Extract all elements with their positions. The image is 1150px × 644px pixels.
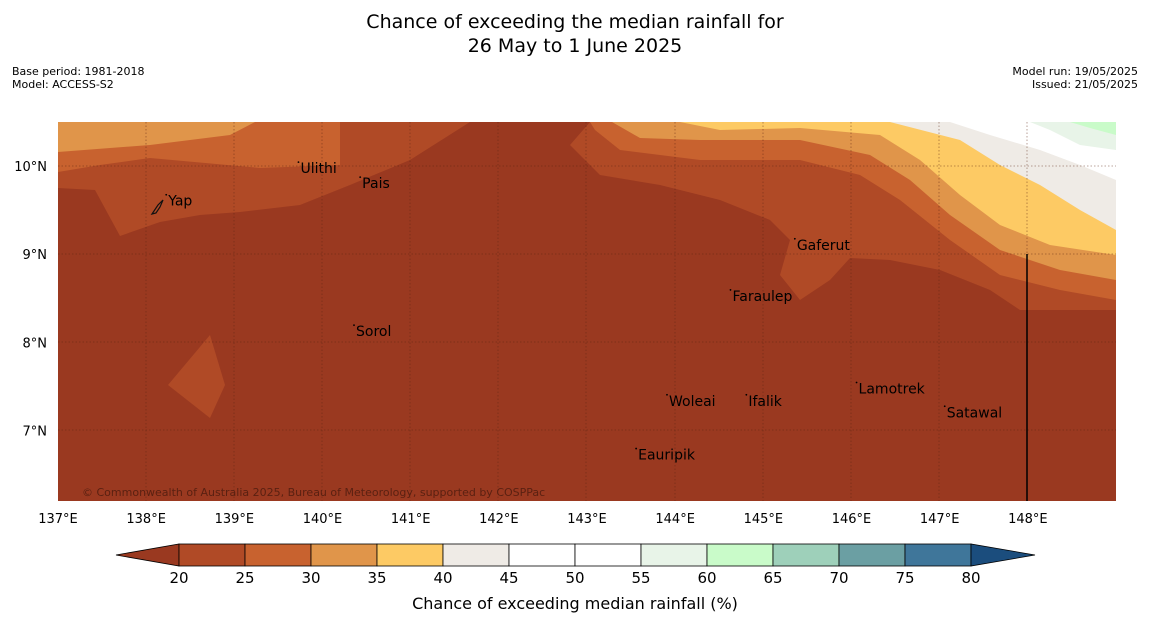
- place-marker: [855, 381, 858, 384]
- longitude-tick-label: 145°E: [744, 512, 784, 527]
- colorbar-label: Chance of exceeding median rainfall (%): [412, 594, 738, 613]
- place-marker: [729, 289, 732, 291]
- colorbar-extend-high: [970, 543, 1036, 567]
- colorbar-swatch: [706, 543, 774, 567]
- latitude-tick-label: 9°N: [23, 248, 48, 263]
- place-marker: [943, 405, 946, 408]
- longitude-tick-label: 141°E: [391, 512, 431, 527]
- place-label: Ulithi: [300, 161, 336, 177]
- colorbar-tick-label: 35: [367, 569, 386, 587]
- latitude-tick-label: 10°N: [14, 160, 47, 175]
- longitude-tick-label: 146°E: [832, 512, 872, 527]
- place-marker: [165, 193, 168, 196]
- colorbar-swatch: [310, 543, 378, 567]
- place-label: Eauripik: [638, 448, 696, 464]
- colorbar-tick-label: 20: [169, 569, 188, 587]
- colorbar-tick-label: 25: [235, 569, 254, 587]
- copyright-notice: © Commonwealth of Australia 2025, Bureau…: [82, 486, 545, 499]
- model-run: Model run: 19/05/2025: [1012, 65, 1138, 78]
- latitude-tick-label: 7°N: [23, 424, 48, 439]
- meta-left: Base period: 1981-2018 Model: ACCESS-S2: [12, 65, 144, 91]
- yap-island-outline: [150, 199, 164, 215]
- place-marker: [635, 447, 638, 450]
- colorbar-swatch: [904, 543, 972, 567]
- longitude-tick-label: 143°E: [567, 512, 607, 527]
- colorbar-swatch: [508, 543, 576, 567]
- place-label: Satawal: [947, 405, 1002, 421]
- longitude-tick-label: 140°E: [303, 512, 343, 527]
- place-label: Pais: [362, 176, 390, 192]
- base-period: Base period: 1981-2018: [12, 65, 145, 78]
- longitude-tick-label: 139°E: [215, 512, 255, 527]
- contour-25-30-patch: [168, 335, 225, 418]
- colorbar-tick-label: 75: [895, 569, 914, 587]
- colorbar-tick-label: 45: [499, 569, 518, 587]
- longitude-tick-label: 147°E: [920, 512, 960, 527]
- longitude-tick-label: 137°E: [38, 512, 78, 527]
- rainfall-contours: [58, 122, 1116, 501]
- place-label: Sorol: [356, 324, 391, 340]
- issued-date: Issued: 21/05/2025: [1031, 78, 1138, 91]
- longitude-tick-labels: 137°E 138°E 139°E 140°E 141°E 142°E 143°E 144°E…: [38, 512, 1047, 527]
- place-marker: [793, 237, 796, 240]
- chart-title: Chance of exceeding the median rainfall …: [0, 10, 1150, 58]
- graticule: [58, 122, 1116, 501]
- colorbar-tick-label: 70: [829, 569, 848, 587]
- colorbar-swatch: [640, 543, 708, 567]
- contour-60-65: [1070, 122, 1116, 135]
- model-name: Model: ACCESS-S2: [12, 78, 114, 91]
- place-label: Lamotrek: [859, 381, 926, 397]
- longitude-tick-label: 142°E: [479, 512, 519, 527]
- contour-35-40-west: [58, 122, 255, 152]
- colorbar-swatch: [376, 543, 444, 567]
- colorbar-tick-label: 40: [433, 569, 452, 587]
- place-label: Faraulep: [732, 289, 792, 305]
- colorbar-tick-label: 55: [631, 569, 650, 587]
- title-line-2: 26 May to 1 June 2025: [467, 35, 683, 57]
- latitude-tick-label: 8°N: [23, 336, 48, 351]
- colorbar-swatch: [574, 543, 642, 567]
- colorbar-tick-label: 50: [565, 569, 584, 587]
- place-marker: [297, 161, 300, 164]
- colorbar-swatch: [178, 543, 246, 567]
- place-marker: [353, 324, 355, 327]
- place-label: Woleai: [669, 394, 716, 410]
- colorbar-tick-label: 60: [697, 569, 716, 587]
- longitude-tick-label: 138°E: [126, 512, 166, 527]
- place-marker: [745, 393, 748, 396]
- place-label: Ifalik: [748, 394, 782, 410]
- meta-right: Model run: 19/05/2025 Issued: 21/05/2025: [1012, 65, 1138, 91]
- colorbar-tick-label: 30: [301, 569, 320, 587]
- colorbar-swatch: [838, 543, 906, 567]
- place-label: Yap: [167, 194, 192, 210]
- longitude-tick-label: 144°E: [655, 512, 695, 527]
- colorbar-extend-low: [115, 543, 180, 567]
- title-line-1: Chance of exceeding the median rainfall …: [366, 11, 784, 33]
- colorbar-tick-label: 80: [961, 569, 980, 587]
- place-marker: [359, 176, 362, 179]
- longitude-tick-label: 148°E: [1008, 512, 1048, 527]
- place-marker: [666, 393, 668, 396]
- colorbar: 20 25 30 35 40 45 50 55 60 65 70 75 80: [115, 543, 1036, 587]
- colorbar-tick-label: 65: [763, 569, 782, 587]
- place-label: Gaferut: [797, 238, 851, 254]
- colorbar-swatch: [244, 543, 312, 567]
- latitude-tick-labels: 7°N 8°N 9°N 10°N: [14, 160, 47, 439]
- colorbar-swatch: [442, 543, 510, 567]
- place-labels: Ulithi Pais Yap Gaferut Faraulep Sorol Lamotre…: [165, 161, 1002, 464]
- colorbar-swatch: [772, 543, 840, 567]
